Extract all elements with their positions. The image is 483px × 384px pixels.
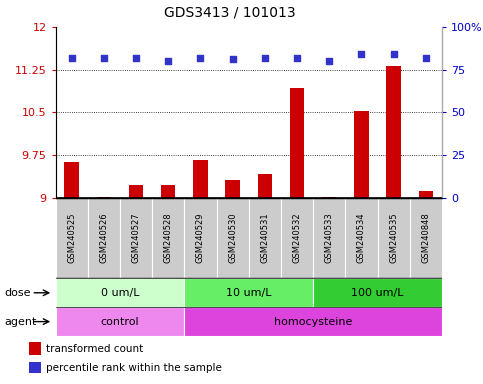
Bar	[313, 198, 345, 278]
Text: transformed count: transformed count	[46, 344, 143, 354]
Bar	[152, 198, 185, 278]
Bar	[129, 185, 143, 198]
Bar	[64, 162, 79, 198]
Point	[100, 55, 108, 61]
Bar	[185, 307, 442, 336]
Point	[229, 56, 237, 63]
Text: GDS3413 / 101013: GDS3413 / 101013	[164, 5, 295, 19]
Bar	[249, 198, 281, 278]
Text: GSM240531: GSM240531	[260, 213, 270, 263]
Bar	[120, 198, 152, 278]
Bar	[281, 198, 313, 278]
Bar	[185, 278, 313, 307]
Point	[422, 55, 430, 61]
Point	[132, 55, 140, 61]
Bar	[378, 198, 410, 278]
Bar	[56, 307, 185, 336]
Text: GSM240530: GSM240530	[228, 213, 237, 263]
Bar	[419, 191, 433, 198]
Bar	[29, 362, 41, 373]
Bar	[354, 111, 369, 198]
Bar	[257, 174, 272, 198]
Bar	[56, 198, 88, 278]
Bar	[161, 185, 175, 198]
Text: control: control	[100, 316, 139, 327]
Bar	[322, 197, 337, 198]
Text: GSM240534: GSM240534	[357, 213, 366, 263]
Text: GSM240532: GSM240532	[293, 213, 301, 263]
Text: agent: agent	[5, 316, 37, 327]
Text: GSM240527: GSM240527	[131, 213, 141, 263]
Point	[68, 55, 75, 61]
Text: dose: dose	[5, 288, 31, 298]
Bar	[97, 197, 111, 198]
Bar	[345, 198, 378, 278]
Point	[357, 51, 365, 57]
Point	[390, 51, 398, 57]
Point	[164, 58, 172, 64]
Point	[261, 55, 269, 61]
Text: GSM240848: GSM240848	[421, 213, 430, 263]
Bar	[29, 342, 41, 355]
Bar	[185, 198, 216, 278]
Point	[197, 55, 204, 61]
Point	[326, 58, 333, 64]
Bar	[88, 198, 120, 278]
Text: GSM240528: GSM240528	[164, 213, 173, 263]
Bar	[56, 278, 185, 307]
Bar	[313, 278, 442, 307]
Text: GSM240533: GSM240533	[325, 213, 334, 263]
Text: GSM240525: GSM240525	[67, 213, 76, 263]
Bar	[410, 198, 442, 278]
Bar	[226, 180, 240, 198]
Text: homocysteine: homocysteine	[274, 316, 352, 327]
Text: GSM240526: GSM240526	[99, 213, 108, 263]
Bar	[193, 160, 208, 198]
Point	[293, 55, 301, 61]
Text: percentile rank within the sample: percentile rank within the sample	[46, 363, 222, 373]
Text: 100 um/L: 100 um/L	[351, 288, 404, 298]
Bar	[386, 66, 401, 198]
Text: 10 um/L: 10 um/L	[226, 288, 271, 298]
Bar	[290, 88, 304, 198]
Text: 0 um/L: 0 um/L	[100, 288, 139, 298]
Text: GSM240529: GSM240529	[196, 213, 205, 263]
Text: GSM240535: GSM240535	[389, 213, 398, 263]
Bar	[216, 198, 249, 278]
